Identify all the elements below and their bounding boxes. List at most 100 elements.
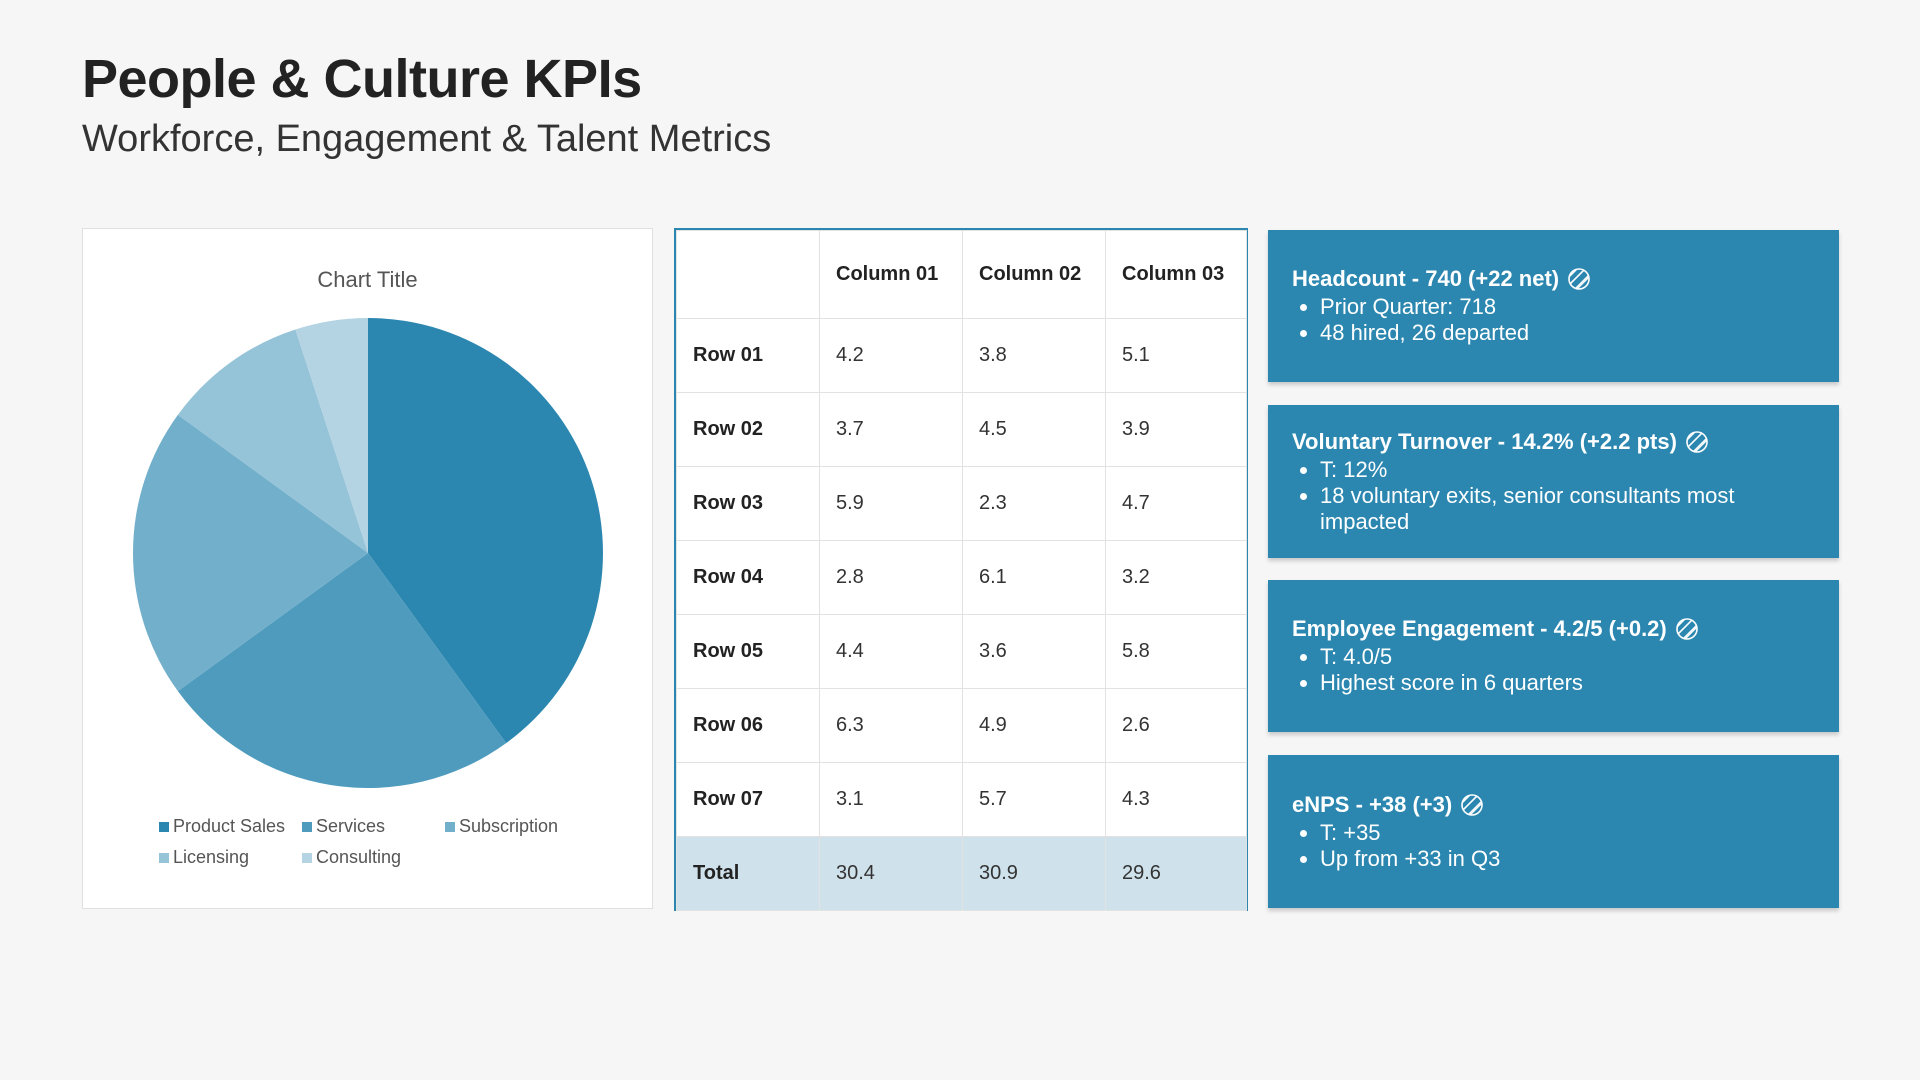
table-cell: 3.9 (1105, 392, 1247, 467)
table-header-cell: Column 01 (819, 230, 963, 319)
kpi-bullet: Up from +33 in Q3 (1320, 846, 1815, 872)
table-row: Row 04 2.8 6.1 3.2 (676, 540, 1247, 615)
row-label: Row 05 (676, 614, 820, 689)
kpi-card-headcount: Headcount - 740 (+22 net) Prior Quarter:… (1268, 230, 1839, 382)
hatched-circle-icon (1568, 268, 1590, 290)
legend-swatch (159, 821, 169, 832)
table-cell: 3.8 (962, 318, 1106, 393)
chart-panel: Chart Title Product Sales Services Subsc… (82, 228, 653, 909)
legend-label: Licensing (173, 847, 250, 867)
table-row: Row 06 6.3 4.9 2.6 (676, 688, 1247, 763)
kpi-bullet: 48 hired, 26 departed (1320, 320, 1815, 346)
table-cell: 3.7 (819, 392, 963, 467)
kpi-card-enps: eNPS - +38 (+3) T: +35 Up from +33 in Q3 (1268, 755, 1839, 908)
kpi-bullets: T: 12% 18 voluntary exits, senior consul… (1292, 457, 1815, 535)
table-cell: 2.3 (962, 466, 1106, 541)
total-cell: 29.6 (1105, 836, 1247, 911)
kpi-heading: Employee Engagement - 4.2/5 (+0.2) (1292, 616, 1667, 641)
table-cell: 5.9 (819, 466, 963, 541)
legend-label: Subscription (459, 816, 559, 836)
pie-slice-product-sales (368, 318, 603, 744)
table-cell: 4.2 (819, 318, 963, 393)
table-cell: 3.6 (962, 614, 1106, 689)
legend-label: Services (316, 816, 386, 836)
table-cell: 4.5 (962, 392, 1106, 467)
table-cell: 6.1 (962, 540, 1106, 615)
table-cell: 6.3 (819, 688, 963, 763)
table-total-row: Total 30.4 30.9 29.6 (676, 836, 1247, 911)
table-cell: 3.1 (819, 762, 963, 837)
table-cell: 3.2 (1105, 540, 1247, 615)
kpi-heading-row: eNPS - +38 (+3) (1292, 792, 1815, 818)
chart-legend: Product Sales Services Subscription Lice… (159, 816, 599, 868)
total-cell: 30.9 (962, 836, 1106, 911)
legend-item: Subscription (445, 816, 599, 837)
table-cell: 5.7 (962, 762, 1106, 837)
table-cell: 4.3 (1105, 762, 1247, 837)
table-header-cell: Column 03 (1105, 230, 1247, 319)
kpi-bullet: 18 voluntary exits, senior consultants m… (1320, 483, 1815, 535)
hatched-circle-icon (1686, 430, 1708, 453)
legend-swatch (159, 852, 169, 863)
table-row: Row 03 5.9 2.3 4.7 (676, 466, 1247, 541)
table-cell: 2.8 (819, 540, 963, 615)
pie-slice-consulting (295, 318, 368, 553)
hatched-circle-icon (1675, 618, 1698, 640)
row-label: Row 04 (676, 540, 820, 615)
table-cell: 5.1 (1105, 318, 1247, 393)
kpi-bullets: T: +35 Up from +33 in Q3 (1292, 820, 1815, 872)
legend-item: Product Sales (159, 816, 302, 837)
pie-chart (132, 318, 603, 788)
kpi-heading-row: Voluntary Turnover - 14.2% (+2.2 pts) (1292, 429, 1815, 455)
table-row: Row 07 3.1 5.7 4.3 (676, 762, 1247, 837)
kpi-bullets: Prior Quarter: 718 48 hired, 26 departed (1292, 294, 1815, 346)
kpi-heading-row: Headcount - 740 (+22 net) (1292, 266, 1815, 292)
kpi-bullet: T: +35 (1320, 820, 1815, 846)
kpi-bullet: T: 12% (1320, 457, 1815, 483)
kpi-bullet: T: 4.0/5 (1320, 644, 1815, 670)
legend-swatch (445, 821, 455, 832)
total-cell: 30.4 (819, 836, 963, 911)
table-cell: 2.6 (1105, 688, 1247, 763)
pie-slice-subscription (132, 414, 368, 692)
table-cell: 4.4 (819, 614, 963, 689)
row-label: Row 03 (676, 466, 820, 541)
table-header-cell (676, 230, 820, 319)
table-cell: 5.8 (1105, 614, 1247, 689)
row-label: Row 02 (676, 392, 820, 467)
kpi-heading: Headcount - 740 (+22 net) (1292, 266, 1560, 291)
kpi-card-turnover: Voluntary Turnover - 14.2% (+2.2 pts) T:… (1268, 405, 1839, 558)
legend-item: Consulting (302, 847, 445, 868)
page-title: People & Culture KPIs (82, 49, 642, 109)
kpi-heading: Voluntary Turnover - 14.2% (+2.2 pts) (1292, 428, 1677, 454)
chart-title: Chart Title (317, 267, 418, 292)
total-label: Total (676, 836, 820, 911)
data-table: Column 01 Column 02 Column 03 Row 01 4.2… (674, 228, 1248, 911)
kpi-heading: eNPS - +38 (+3) (1292, 791, 1453, 817)
table-cell: 4.9 (962, 688, 1106, 763)
table-cell: 4.7 (1105, 466, 1247, 541)
kpi-bullet: Prior Quarter: 718 (1320, 294, 1815, 320)
page-subtitle: Workforce, Engagement & Talent Metrics (82, 118, 772, 160)
table-header-cell: Column 02 (962, 230, 1106, 319)
row-label: Row 06 (676, 688, 820, 763)
legend-label: Consulting (316, 847, 402, 867)
legend-item: Services (302, 816, 445, 837)
kpi-card-engagement: Employee Engagement - 4.2/5 (+0.2) T: 4.… (1268, 580, 1839, 732)
table-row: Row 01 4.2 3.8 5.1 (676, 318, 1247, 393)
pie-slice-services (177, 553, 507, 788)
row-label: Row 07 (676, 762, 820, 837)
kpi-bullets: T: 4.0/5 Highest score in 6 quarters (1292, 644, 1815, 696)
table-header-row: Column 01 Column 02 Column 03 (676, 230, 1247, 319)
legend-swatch (302, 852, 312, 863)
table-row: Row 02 3.7 4.5 3.9 (676, 392, 1247, 467)
kpi-heading-row: Employee Engagement - 4.2/5 (+0.2) (1292, 616, 1815, 642)
table-row: Row 05 4.4 3.6 5.8 (676, 614, 1247, 689)
row-label: Row 01 (676, 318, 820, 393)
legend-label: Product Sales (173, 816, 286, 836)
hatched-circle-icon (1461, 793, 1483, 816)
kpi-bullet: Highest score in 6 quarters (1320, 670, 1815, 696)
pie-slice-licensing (177, 329, 368, 553)
legend-item: Licensing (159, 847, 302, 868)
legend-swatch (302, 821, 312, 832)
